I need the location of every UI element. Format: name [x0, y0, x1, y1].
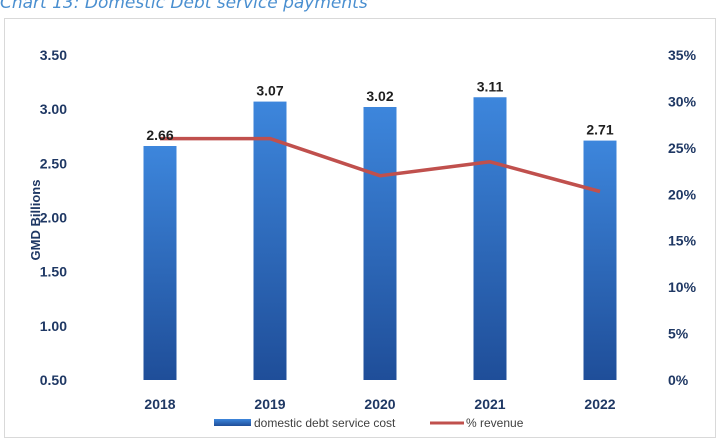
y-tick-label: 1.50: [40, 264, 67, 280]
y2-tick-label: 15%: [668, 233, 697, 249]
y-axis-title: GMD Billions: [28, 180, 43, 261]
y-tick-label: 3.00: [40, 101, 67, 117]
bar-2022: [583, 140, 617, 380]
bar-value-label-2019: 3.07: [256, 83, 283, 99]
chart-frame: [4, 18, 716, 438]
x-tick-label-2021: 2021: [474, 396, 505, 412]
y2-tick-label: 20%: [668, 186, 697, 202]
legend-label-bars: domestic debt service cost: [254, 416, 396, 430]
y-tick-label: 1.00: [40, 318, 67, 334]
bar-2021: [473, 97, 507, 380]
bar-value-label-2021: 3.11: [477, 78, 504, 94]
legend-label-line: % revenue: [466, 416, 524, 430]
y-tick-label: 3.50: [40, 47, 67, 63]
bar-value-label-2018: 2.66: [146, 127, 173, 143]
y2-tick-label: 30%: [668, 93, 697, 109]
bar-2019: [253, 101, 287, 380]
y2-tick-label: 5%: [668, 326, 689, 342]
y2-tick-label: 0%: [668, 372, 689, 388]
line-series-revenue: [160, 136, 601, 194]
y2-tick-label: 35%: [668, 47, 697, 63]
x-tick-label-2022: 2022: [584, 396, 615, 412]
legend-swatch-bars: [214, 419, 251, 426]
y2-tick-label: 25%: [668, 140, 697, 156]
bar-value-label-2022: 2.71: [586, 122, 613, 138]
y-tick-label: 2.00: [40, 210, 67, 226]
legend: domestic debt service cost % revenue: [214, 416, 524, 430]
y-tick-label: 0.50: [40, 372, 67, 388]
x-tick-label-2020: 2020: [364, 396, 395, 412]
bar-value-label-2020: 3.02: [366, 88, 393, 104]
x-tick-label-2019: 2019: [254, 396, 285, 412]
bar-2018: [143, 146, 177, 380]
y2-tick-label: 10%: [668, 279, 697, 295]
chart-caption: Chart 13: Domestic Debt service payments: [0, 0, 368, 13]
y-tick-label: 2.50: [40, 155, 67, 171]
bar-2020: [363, 107, 397, 380]
x-tick-label-2018: 2018: [144, 396, 175, 412]
